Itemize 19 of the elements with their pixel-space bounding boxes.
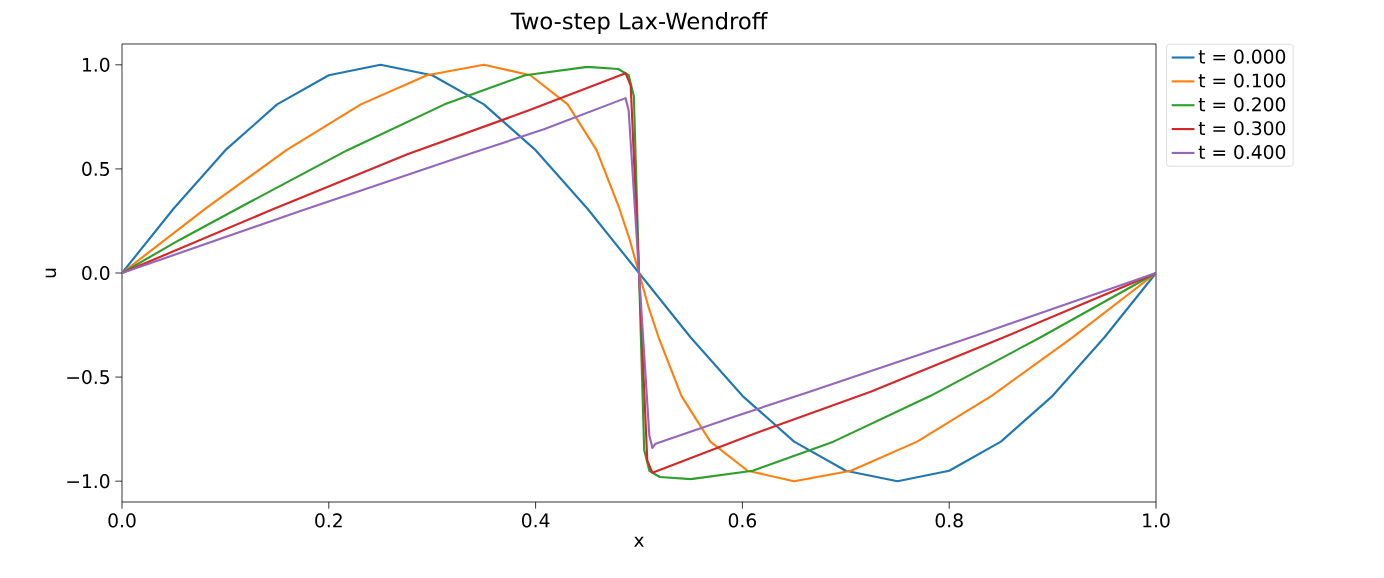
y-tick-label: 0.0 bbox=[82, 265, 110, 281]
y-tick-label: 1.0 bbox=[82, 57, 110, 72]
legend-label: t = 0.000 bbox=[1198, 49, 1286, 64]
chart-title: Two-step Lax-Wendroff bbox=[510, 12, 768, 34]
legend-label: t = 0.400 bbox=[1198, 145, 1286, 160]
y-tick-label: 0.5 bbox=[82, 161, 109, 176]
y-tick-label: −1.0 bbox=[67, 474, 110, 489]
x-tick-label: 1.0 bbox=[1143, 513, 1170, 528]
x-tick-label: 0.0 bbox=[108, 513, 136, 528]
x-tick-label: 0.8 bbox=[935, 513, 963, 528]
legend-label: t = 0.200 bbox=[1198, 97, 1286, 112]
legend-label: t = 0.300 bbox=[1198, 121, 1286, 136]
x-tick-label: 0.4 bbox=[522, 513, 550, 528]
y-tick-label: −0.5 bbox=[67, 370, 109, 385]
x-tick-label: 0.2 bbox=[315, 513, 342, 528]
legend-label: t = 0.100 bbox=[1198, 73, 1286, 88]
x-axis-title: x bbox=[634, 536, 644, 547]
x-tick-label: 0.6 bbox=[728, 513, 757, 528]
y-axis-title: u bbox=[45, 268, 57, 278]
